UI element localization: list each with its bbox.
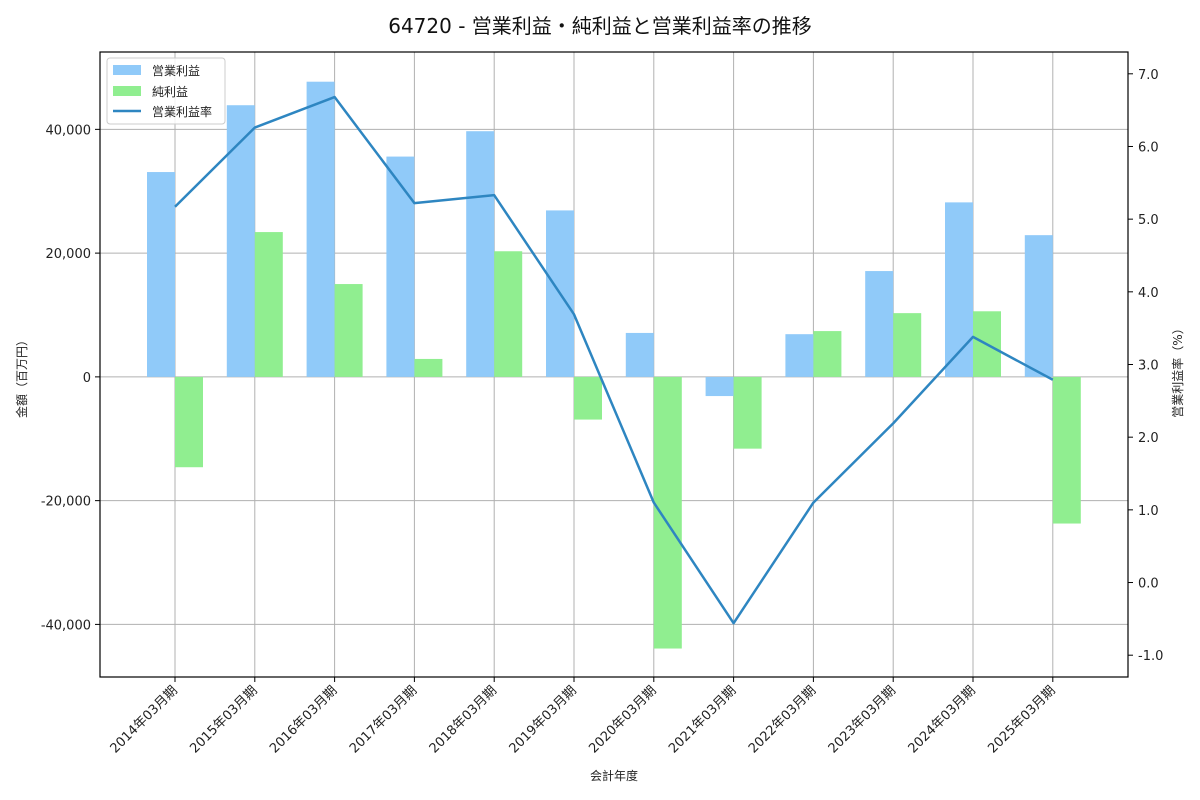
- x-tick-label: 2015年03月期: [187, 683, 260, 756]
- bar-series: [147, 81, 1081, 649]
- x-tick-label: 2016年03月期: [267, 683, 340, 756]
- bar-net-profit: [733, 376, 762, 449]
- legend: 営業利益 純利益 営業利益率: [106, 57, 226, 125]
- bar-operating-profit: [705, 376, 734, 397]
- x-tick-label: 2024年03月期: [906, 683, 979, 756]
- bar-net-profit: [175, 376, 203, 468]
- bar-net-profit: [574, 376, 602, 420]
- y2-tick-label: 0.0: [1138, 577, 1159, 592]
- x-tick-label: 2014年03月期: [108, 683, 181, 756]
- legend-swatch-operating-profit: [113, 65, 141, 75]
- bar-net-profit: [653, 376, 682, 649]
- bar-net-profit: [334, 284, 363, 377]
- y2-axis-label: 営業利益率（%）: [1170, 322, 1185, 417]
- bar-operating-profit: [625, 332, 654, 377]
- y-tick-label: -40,000: [41, 618, 91, 633]
- y2-tick-label: 5.0: [1138, 213, 1159, 228]
- y-tick-label: 20,000: [46, 247, 92, 262]
- x-axis-label: 会計年度: [590, 768, 638, 783]
- bar-net-profit: [893, 313, 922, 377]
- line-series: [174, 95, 1054, 625]
- y-tick-label: 40,000: [46, 123, 92, 138]
- x-tick-label: 2019年03月期: [507, 683, 580, 756]
- bar-operating-profit: [147, 172, 175, 377]
- bar-operating-profit: [785, 334, 814, 377]
- bar-net-profit: [414, 358, 443, 377]
- bar-operating-profit: [1024, 235, 1053, 377]
- left-y-axis: -40,000 -20,000 0 20,000 40,000: [41, 123, 100, 633]
- x-tick-label: 2022年03月期: [746, 683, 819, 756]
- bar-operating-profit: [306, 81, 335, 377]
- legend-label-margin: 営業利益率: [152, 104, 212, 119]
- y2-tick-label: -1.0: [1138, 649, 1163, 664]
- bar-operating-profit: [466, 131, 495, 377]
- x-tick-label: 2025年03月期: [985, 683, 1058, 756]
- bar-net-profit: [494, 251, 523, 377]
- bar-operating-profit: [226, 105, 255, 377]
- bar-net-profit: [1052, 376, 1081, 524]
- y-axis-label: 金額（百万円）: [14, 334, 29, 418]
- y2-tick-label: 1.0: [1138, 504, 1159, 519]
- x-tick-label: 2017年03月期: [347, 683, 420, 756]
- bar-operating-profit: [945, 202, 973, 377]
- chart-title: 64720 - 営業利益・純利益と営業利益率の推移: [388, 14, 812, 38]
- x-axis: 2014年03月期 2015年03月期 2016年03月期 2017年03月期 2018…: [108, 677, 1059, 757]
- y2-tick-label: 3.0: [1138, 359, 1159, 374]
- legend-swatch-net-profit: [113, 86, 141, 96]
- x-tick-label: 2018年03月期: [427, 683, 500, 756]
- y2-tick-label: 6.0: [1138, 140, 1159, 155]
- y2-tick-label: 4.0: [1138, 286, 1159, 301]
- x-tick-label: 2021年03月期: [666, 683, 739, 756]
- bar-operating-profit: [865, 271, 894, 377]
- y-tick-label: 0: [83, 371, 91, 386]
- y2-tick-label: 2.0: [1138, 431, 1159, 446]
- legend-label-net-profit: 純利益: [152, 85, 188, 99]
- bar-net-profit: [254, 232, 283, 377]
- y2-tick-label: 7.0: [1138, 68, 1159, 83]
- bar-net-profit: [813, 331, 842, 377]
- right-y-axis: -1.0 0.0 1.0 2.0 3.0 4.0 5.0 6.0 7.0: [1128, 68, 1163, 664]
- bar-operating-profit: [386, 156, 415, 377]
- y-tick-label: -20,000: [41, 495, 91, 510]
- line-operating-margin: [174, 95, 1054, 625]
- x-tick-label: 2023年03月期: [826, 683, 899, 756]
- x-tick-label: 2020年03月期: [586, 683, 659, 756]
- legend-label-operating-profit: 営業利益: [152, 64, 200, 78]
